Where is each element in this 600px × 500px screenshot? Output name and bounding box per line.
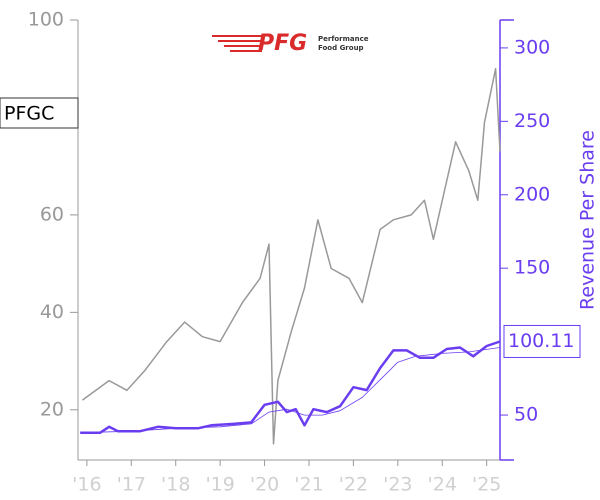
- x-tick-label: '16: [72, 474, 101, 496]
- logo-text: Food Group: [318, 44, 364, 52]
- series-line: [80, 340, 501, 434]
- x-tick-label: '21: [294, 474, 323, 496]
- x-tick-label: '25: [472, 474, 501, 496]
- y2-tick-label: 200: [514, 183, 550, 205]
- y2-axis-label: Revenue Per Share: [577, 130, 599, 310]
- x-tick-label: '20: [250, 474, 279, 496]
- y-tick-label: 60: [40, 203, 64, 225]
- x-tick-label: '24: [428, 474, 457, 496]
- y2-tick-label: 250: [514, 110, 550, 132]
- series-line: [81, 67, 501, 445]
- y-tick-label: 20: [40, 398, 64, 420]
- y-tick-label: 100: [28, 9, 64, 31]
- y2-tick-label: 150: [514, 257, 550, 279]
- logo-text: Performance: [318, 35, 369, 43]
- x-tick-label: '18: [161, 474, 190, 496]
- series-line: [80, 347, 501, 434]
- last-value-box: [503, 324, 581, 358]
- x-tick-label: '22: [339, 474, 368, 496]
- logo-mark: PFG: [258, 31, 307, 56]
- last-value-label: 100.11: [508, 330, 574, 352]
- y2-tick-label: 50: [514, 404, 538, 426]
- y-tick-label: 40: [40, 301, 64, 323]
- x-tick-label: '23: [383, 474, 412, 496]
- y2-tick-label: 300: [514, 36, 550, 58]
- ticker-box: [0, 97, 79, 129]
- logo: PFG Performance Food Group: [212, 31, 369, 56]
- x-tick-label: '19: [205, 474, 234, 496]
- ticker-label: PFGC: [4, 103, 54, 125]
- x-tick-label: '17: [117, 474, 146, 496]
